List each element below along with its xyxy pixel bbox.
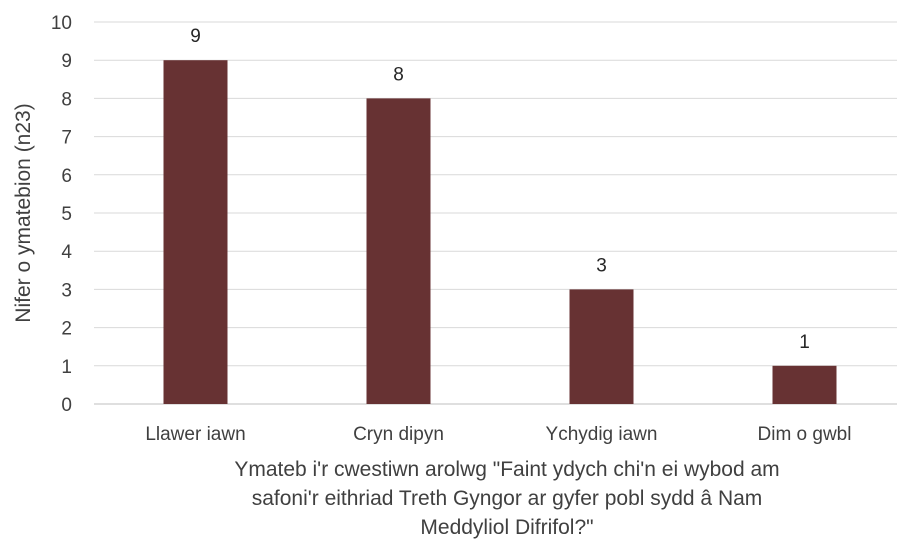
y-axis-title: Nifer o ymatebion (n23) [12,103,35,322]
y-tick-label: 6 [61,166,72,187]
y-tick-label: 8 [61,89,72,110]
bar [772,365,837,404]
y-tick-label: 5 [61,204,72,225]
bars [163,60,837,405]
y-tick-label: 10 [51,13,72,34]
y-tick-label: 4 [61,242,72,263]
y-tick-label: 9 [61,51,72,72]
x-axis-ticks: Llawer iawn Cryn dipyn Ychydig iawn Dim o g… [145,424,851,445]
data-label: 1 [799,332,810,353]
data-label: 3 [596,255,607,276]
y-tick-label: 7 [61,128,72,149]
x-axis-title-line-1: Ymateb i'r cwestiwn arolwg "Faint ydych … [234,458,779,481]
bar [569,289,634,404]
bar [366,98,431,405]
x-tick-label: Ychydig iawn [546,424,658,445]
data-label: 9 [190,26,201,47]
x-tick-label: Cryn dipyn [353,424,444,445]
x-axis-title-line-3: Meddyliol Difrifol?" [420,516,593,539]
x-axis-title-line-2: safoni'r eithriad Treth Gyngor ar gyfer … [252,487,763,510]
bar [163,60,228,404]
gridlines [94,21,897,405]
x-tick-label: Dim o gwbl [758,424,852,445]
y-tick-label: 1 [61,357,72,378]
y-tick-label: 0 [61,395,72,416]
y-axis-ticks: 0 1 2 3 4 5 6 7 8 9 10 [51,13,73,416]
y-tick-label: 2 [61,319,72,340]
data-labels: 9 8 3 1 [190,26,810,353]
data-label: 8 [393,64,404,85]
y-tick-label: 3 [61,280,72,301]
x-tick-label: Llawer iawn [145,424,245,445]
